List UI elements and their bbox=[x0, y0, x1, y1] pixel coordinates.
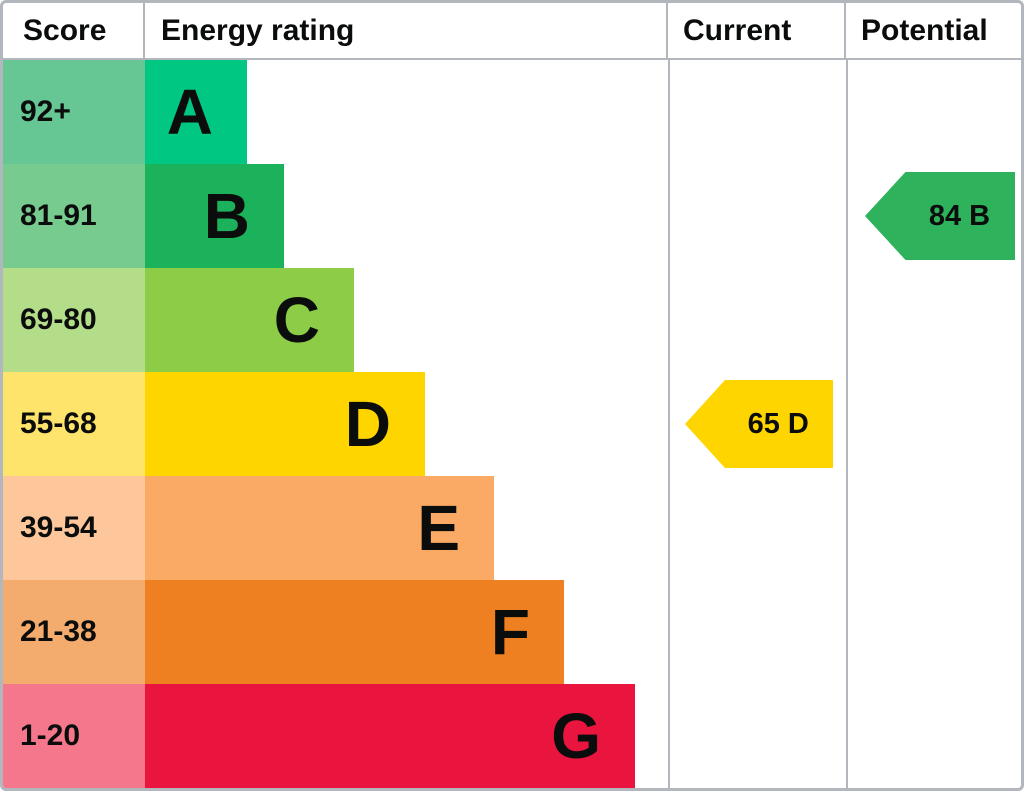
rating-band-letter: A bbox=[166, 76, 213, 148]
score-range-cell: 1-20 bbox=[3, 684, 145, 788]
header-potential: Potential bbox=[844, 3, 1021, 58]
rating-band-letter: C bbox=[273, 284, 320, 356]
score-range-cell: 55-68 bbox=[3, 372, 145, 476]
score-range-label: 92+ bbox=[20, 95, 71, 128]
chart-header-row: Score Energy rating Current Potential bbox=[3, 3, 1021, 60]
rating-band-bar: F bbox=[145, 580, 564, 684]
score-range-cell: 21-38 bbox=[3, 580, 145, 684]
score-range-cell: 39-54 bbox=[3, 476, 145, 580]
chart-body: 92+ A 81-91 B 69-80 C 55-68 D 39-54 E 21… bbox=[3, 60, 1021, 788]
potential-rating-label: 84 B bbox=[928, 199, 991, 232]
rating-band-bar: E bbox=[145, 476, 494, 580]
rating-row-e: 39-54 E bbox=[3, 476, 1021, 580]
rating-band-letter: B bbox=[203, 180, 250, 252]
header-energy-rating: Energy rating bbox=[161, 13, 355, 47]
score-range-label: 69-80 bbox=[20, 303, 97, 336]
score-range-cell: 81-91 bbox=[3, 164, 145, 268]
score-range-label: 55-68 bbox=[20, 407, 97, 440]
rating-row-g: 1-20 G bbox=[3, 684, 1021, 788]
rating-band-letter: F bbox=[490, 596, 530, 668]
rating-band-bar: C bbox=[145, 268, 354, 372]
rating-band-bar: B bbox=[145, 164, 284, 268]
rating-band-bar: G bbox=[145, 684, 635, 788]
rating-row-c: 69-80 C bbox=[3, 268, 1021, 372]
score-range-label: 1-20 bbox=[20, 719, 81, 752]
rating-band-bar: D bbox=[145, 372, 425, 476]
rating-band-letter: D bbox=[344, 388, 391, 460]
score-range-label: 21-38 bbox=[20, 615, 97, 648]
rating-band-letter: E bbox=[417, 492, 460, 564]
rating-band-letter: G bbox=[551, 700, 601, 772]
rating-band-bar: A bbox=[145, 60, 247, 164]
header-score: Score bbox=[3, 3, 145, 58]
score-range-label: 81-91 bbox=[20, 199, 97, 232]
current-rating-label: 65 D bbox=[747, 407, 809, 440]
header-current: Current bbox=[666, 3, 844, 58]
rating-row-b: 81-91 B bbox=[3, 164, 1021, 268]
score-range-cell: 92+ bbox=[3, 60, 145, 164]
score-range-cell: 69-80 bbox=[3, 268, 145, 372]
rating-row-a: 92+ A bbox=[3, 60, 1021, 164]
score-range-label: 39-54 bbox=[20, 511, 97, 544]
column-divider-potential bbox=[846, 60, 848, 788]
column-divider-current bbox=[668, 60, 670, 788]
rating-row-f: 21-38 F bbox=[3, 580, 1021, 684]
rating-row-d: 55-68 D bbox=[3, 372, 1021, 476]
